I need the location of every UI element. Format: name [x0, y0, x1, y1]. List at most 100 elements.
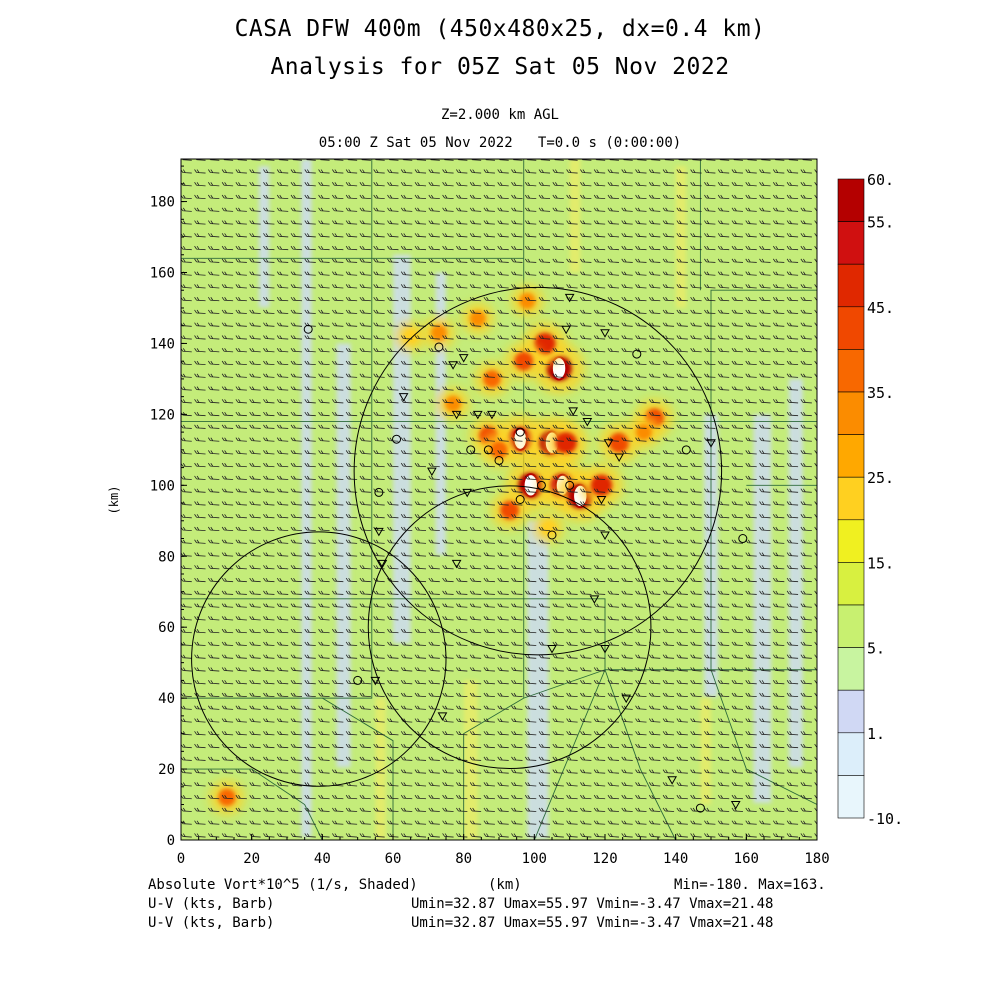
- wind-barb: [745, 271, 757, 276]
- wind-barb: [497, 539, 509, 544]
- wind-barb: [731, 169, 743, 174]
- wind-barb: [497, 628, 509, 634]
- wind-barb: [414, 424, 427, 429]
- wind-barb: [332, 641, 344, 646]
- wind-barb: [800, 680, 812, 685]
- site-marker: [681, 445, 691, 455]
- wind-barb: [621, 514, 633, 519]
- wind-barb: [400, 309, 413, 314]
- wind-barb: [469, 680, 482, 685]
- wind-barb: [786, 628, 799, 634]
- wind-barb: [786, 169, 799, 174]
- wind-barb: [263, 386, 275, 391]
- wind-barb: [759, 731, 771, 736]
- wind-barb: [662, 182, 675, 187]
- wind-barb: [731, 654, 743, 659]
- wind-barb: [483, 194, 495, 200]
- wind-barb: [704, 360, 716, 366]
- x-tick-label: 0: [177, 851, 185, 867]
- wind-barb: [414, 360, 427, 366]
- wind-barb: [194, 399, 206, 404]
- wind-barb: [580, 577, 592, 583]
- wind-barb: [290, 309, 303, 314]
- wind-barb: [814, 207, 817, 212]
- wind-barb: [373, 258, 385, 263]
- wind-barb: [497, 641, 509, 646]
- wind-barb: [456, 258, 468, 263]
- site-marker: [706, 439, 716, 448]
- wind-barb: [373, 245, 385, 251]
- wind-barb: [676, 769, 688, 774]
- wind-barb: [566, 807, 578, 812]
- wind-barb: [511, 245, 523, 251]
- wind-barb: [290, 450, 303, 455]
- wind-barb: [772, 705, 785, 710]
- wind-barb: [814, 335, 817, 339]
- wind-barb: [800, 807, 812, 812]
- wind-barb: [745, 411, 757, 417]
- wind-barb: [648, 782, 661, 787]
- wind-barb: [276, 590, 289, 595]
- wind-barb: [814, 348, 817, 352]
- wind-barb: [290, 335, 303, 340]
- wind-barb: [276, 322, 289, 327]
- wind-barb: [332, 437, 344, 442]
- wind-barb: [648, 411, 661, 417]
- wind-barb: [359, 769, 371, 774]
- wind-barb: [456, 718, 468, 723]
- wind-barb: [318, 794, 330, 800]
- wind-barb: [263, 245, 275, 251]
- wind-barb: [290, 488, 303, 493]
- wind-barb: [676, 399, 688, 404]
- site-marker: [427, 467, 437, 477]
- field-label-wind-2: U-V (kts, Barb): [148, 915, 275, 931]
- wind-barb: [442, 641, 454, 646]
- wind-barb: [814, 373, 817, 378]
- wind-barb: [772, 309, 785, 314]
- wind-barb: [745, 526, 757, 532]
- wind-barb: [731, 284, 743, 289]
- wind-barb: [511, 731, 523, 736]
- wind-barb: [745, 373, 757, 378]
- wind-barb: [759, 220, 771, 225]
- wind-barb: [373, 207, 385, 212]
- wind-barb: [745, 399, 757, 404]
- wind-barb: [221, 641, 234, 646]
- wind-barb: [387, 641, 399, 646]
- wind-barb: [290, 386, 303, 391]
- site-marker: [621, 694, 632, 704]
- wind-barb: [676, 462, 688, 468]
- wind-barb: [276, 348, 289, 353]
- wind-barb: [276, 807, 289, 812]
- wind-barb: [607, 769, 619, 774]
- wind-barb: [786, 411, 799, 417]
- wind-barb: [524, 373, 537, 378]
- wind-barb: [456, 309, 468, 314]
- wind-barb: [800, 399, 812, 404]
- wind-barb: [207, 284, 220, 289]
- wind-barb: [662, 501, 675, 506]
- wind-barb: [428, 590, 440, 595]
- wind-barb: [717, 296, 730, 302]
- wind-barb: [800, 833, 812, 838]
- wind-barb: [263, 743, 275, 749]
- wind-barb: [414, 654, 427, 659]
- wind-barb: [359, 245, 371, 251]
- wind-barb: [745, 386, 757, 391]
- wind-barb: [607, 590, 619, 595]
- wind-barb: [387, 386, 399, 391]
- wind-barb: [690, 182, 702, 187]
- wind-barb: [662, 769, 675, 774]
- wind-barb: [428, 833, 440, 838]
- wind-barb: [759, 424, 771, 429]
- wind-barb: [704, 182, 716, 187]
- wind-barb: [318, 462, 330, 468]
- wind-barb: [373, 309, 385, 314]
- wind-barb: [207, 182, 220, 187]
- wind-barb: [511, 373, 523, 378]
- wind-barb: [207, 258, 220, 263]
- wind-barb: [524, 207, 537, 212]
- wind-barb: [814, 628, 817, 633]
- wind-barb: [662, 552, 675, 557]
- wind-barb: [814, 194, 817, 199]
